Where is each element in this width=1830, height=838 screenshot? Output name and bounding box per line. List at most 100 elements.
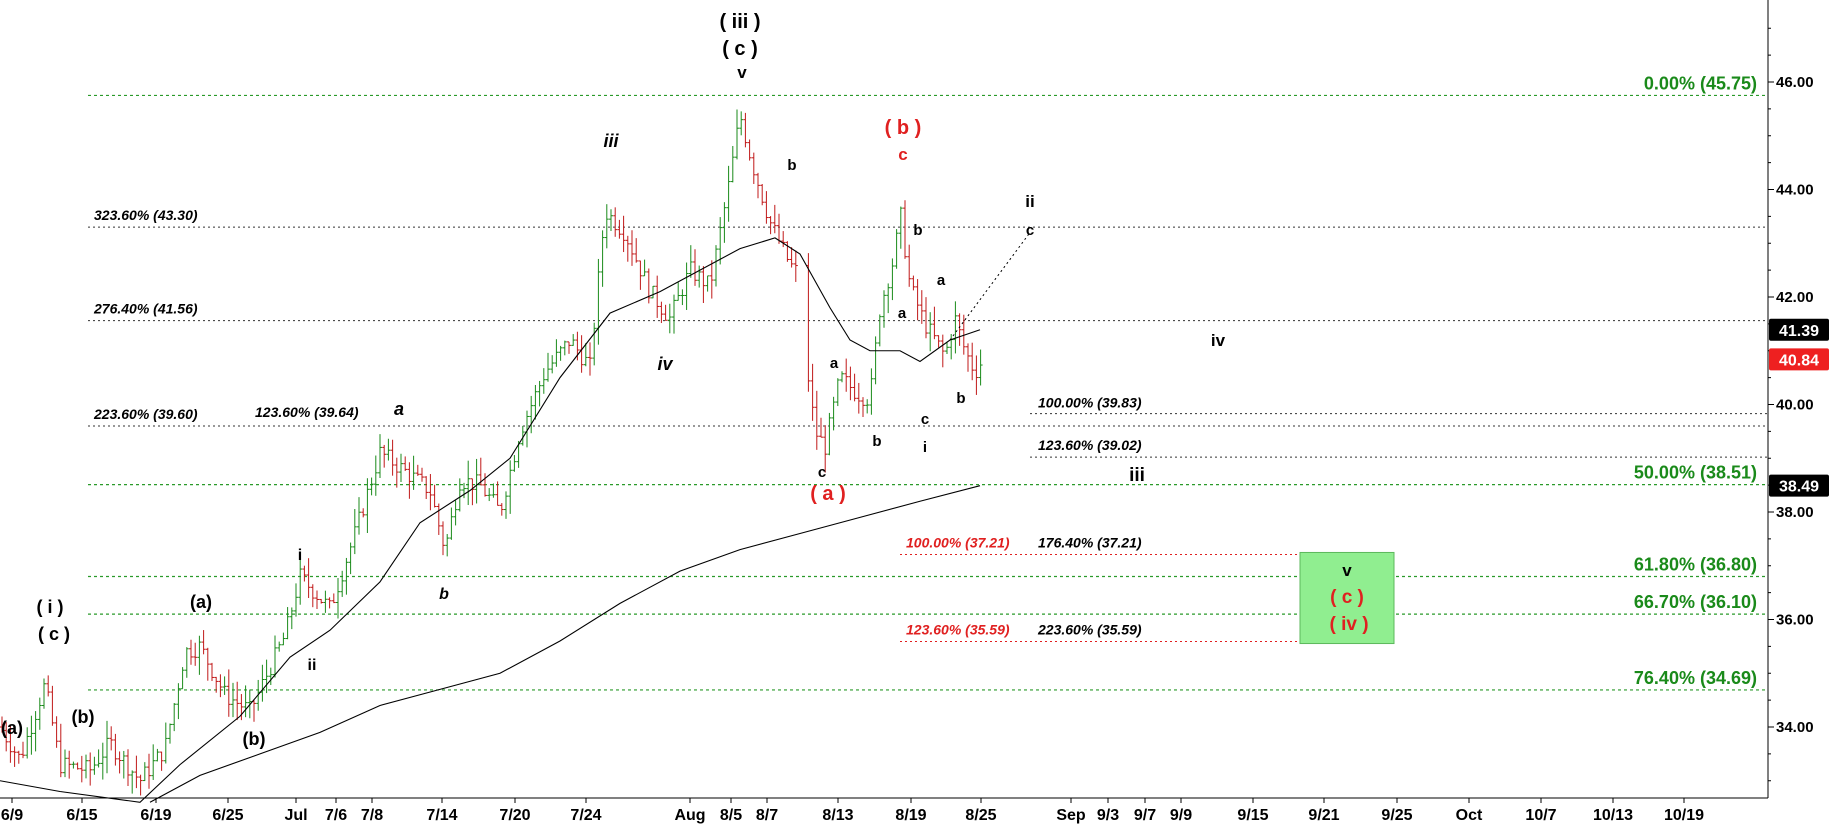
x-tick-label: 6/25 — [212, 807, 243, 824]
extension-level-label: 223.60% (35.59) — [1037, 622, 1142, 638]
x-tick-label: Oct — [1456, 807, 1483, 824]
y-tick-label: 46.00 — [1776, 74, 1814, 91]
extension-level-label: 276.40% (41.56) — [93, 301, 198, 317]
extension-labels: 323.60% (43.30) 276.40% (41.56) 223.60% (3… — [93, 207, 1142, 637]
wave-label: c — [898, 145, 907, 164]
x-tick-label: 8/19 — [895, 807, 926, 824]
x-tick-label: 7/8 — [361, 807, 383, 824]
fib-labels: 0.00% (45.75) 50.00% (38.51) 61.80% (36.80… — [1634, 73, 1757, 687]
level-lines — [88, 94, 1768, 691]
wave-label: b — [913, 222, 922, 239]
y-axis: 34.00 36.00 38.00 40.00 42.00 44.00 46.00 — [1768, 27, 1814, 782]
moving-average-short — [0, 237, 981, 803]
wave-label: b — [956, 390, 965, 407]
extension-level-label: 100.00% (39.83) — [1038, 395, 1142, 411]
price-candles — [0, 109, 983, 796]
wave-label: ( b ) — [885, 117, 922, 139]
x-tick-label: Jul — [284, 807, 307, 824]
fib-level-label: 61.80% (36.80) — [1634, 555, 1757, 575]
wave-label: a — [830, 355, 839, 372]
wave-label: c — [818, 464, 826, 481]
wave-label: a — [898, 305, 907, 322]
x-tick-label: 9/21 — [1308, 807, 1339, 824]
red-extension-label: 123.60% (35.59) — [906, 622, 1010, 638]
fib-level-label: 50.00% (38.51) — [1634, 463, 1757, 483]
price-marker-box — [1769, 318, 1829, 341]
x-tick-label: Sep — [1056, 807, 1086, 824]
y-tick-label: 44.00 — [1776, 182, 1814, 199]
wave-labels: ( iii )( c )v( b )ciiibiicaaivbacibabc( … — [1, 11, 1369, 749]
x-tick-label: 7/24 — [570, 807, 601, 824]
x-tick-label: 6/19 — [140, 807, 171, 824]
wave-label: a — [937, 272, 946, 289]
x-tick-label: 6/15 — [66, 807, 97, 824]
extension-level-label: 123.60% (39.64) — [255, 404, 359, 420]
fib-level-label: 0.00% (45.75) — [1644, 73, 1757, 93]
wave-label: ( c ) — [1330, 587, 1364, 608]
wave-label: b — [872, 433, 881, 450]
extension-level-label: 123.60% (39.02) — [1038, 437, 1142, 453]
x-tick-label: 8/5 — [720, 807, 742, 824]
wave-label: (b) — [72, 707, 95, 727]
x-tick-label: 7/20 — [499, 807, 530, 824]
x-tick-label: 9/15 — [1237, 807, 1268, 824]
wave-label: ( iii ) — [719, 11, 760, 33]
x-tick-label: 8/25 — [965, 807, 996, 824]
wave-label: iv — [1211, 331, 1226, 350]
wave-label: iii — [1129, 465, 1145, 486]
wave-label: iii — [603, 131, 619, 151]
x-tick-label: 9/7 — [1134, 807, 1156, 824]
extension-level-label: 323.60% (43.30) — [94, 207, 198, 223]
extension-level-label: 223.60% (39.60) — [93, 406, 198, 422]
wave-label: c — [1026, 222, 1034, 239]
x-tick-label: 9/3 — [1097, 807, 1119, 824]
wave-label: ii — [1025, 192, 1034, 211]
wave-label: ( c ) — [722, 38, 758, 60]
x-tick-label: 6/9 — [1, 807, 23, 824]
y-tick-label: 36.00 — [1776, 612, 1814, 629]
projection-line — [949, 232, 1031, 341]
x-tick-label: 10/13 — [1593, 807, 1633, 824]
wave-label: b — [787, 157, 796, 174]
wave-label: ( i ) — [37, 597, 64, 617]
wave-label: ( c ) — [38, 624, 70, 644]
price-marker-label: 38.49 — [1779, 479, 1819, 496]
y-tick-label: 40.00 — [1776, 397, 1814, 414]
wave-label: iv — [657, 354, 673, 374]
wave-label: v — [737, 63, 747, 82]
x-tick-label: 7/6 — [325, 807, 347, 824]
wave-label: ( a ) — [810, 483, 846, 505]
wave-label: ( iv ) — [1329, 614, 1368, 635]
price-marker-box — [1769, 474, 1829, 497]
x-axis: 6/9 6/15 6/19 6/25 Jul 7/6 7/8 7/14 7/20 7/24 Aug 8… — [1, 798, 1704, 824]
x-tick-label: Aug — [674, 807, 705, 824]
fib-level-label: 76.40% (34.69) — [1634, 668, 1757, 688]
price-markers: 41.39 40.84 38.49 — [1769, 318, 1829, 497]
wave-label: c — [921, 411, 929, 428]
price-marker-box — [1769, 348, 1829, 371]
moving-average-long — [149, 485, 981, 803]
x-tick-label: 7/14 — [426, 807, 457, 824]
x-tick-label: 9/9 — [1170, 807, 1192, 824]
x-tick-label: 8/13 — [822, 807, 853, 824]
x-tick-label: 10/19 — [1664, 807, 1704, 824]
target-zone — [1299, 551, 1395, 645]
wave-label: b — [439, 586, 449, 603]
wave-label: (a) — [190, 592, 212, 612]
y-tick-label: 38.00 — [1776, 504, 1814, 521]
wave-label: v — [1342, 561, 1352, 580]
y-tick-label: 42.00 — [1776, 289, 1814, 306]
price-marker-label: 41.39 — [1779, 323, 1819, 340]
price-marker-label: 40.84 — [1779, 352, 1819, 369]
x-tick-label: 8/7 — [756, 807, 778, 824]
wave-label: (a) — [1, 718, 23, 738]
extension-level-label: 176.40% (37.21) — [1038, 534, 1142, 550]
x-tick-label: 10/7 — [1525, 807, 1556, 824]
wave-label: a — [394, 399, 404, 419]
wave-label: (b) — [243, 729, 266, 749]
y-tick-label: 34.00 — [1776, 719, 1814, 736]
red-extension-label: 100.00% (37.21) — [906, 534, 1010, 550]
